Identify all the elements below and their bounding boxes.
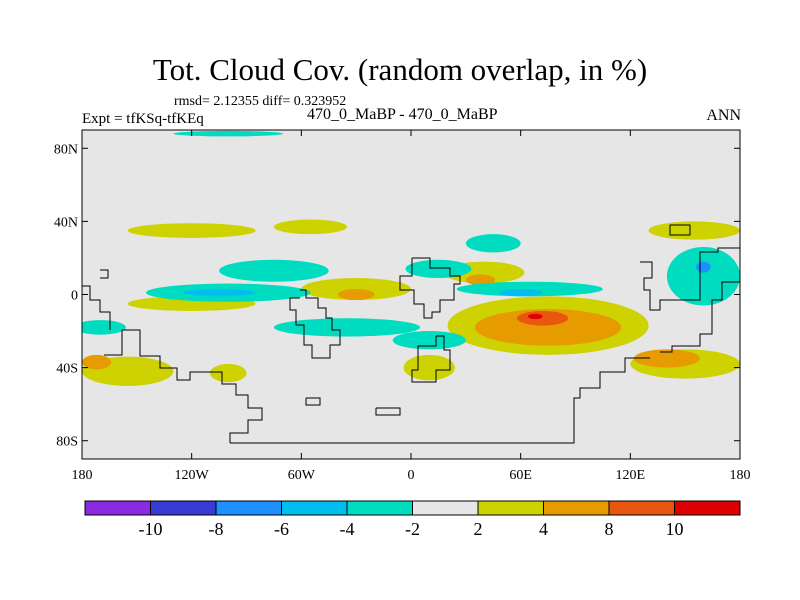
y-tick-label: 40N — [54, 215, 78, 230]
chart-title: Tot. Cloud Cov. (random overlap, in %) — [152, 52, 648, 87]
anomaly-region-minus4-28 — [182, 289, 256, 297]
anomaly-region-plus2-1 — [273, 219, 348, 235]
anomaly-region-minus2-18 — [219, 259, 329, 282]
colorbar-box — [150, 500, 217, 516]
coastline-asia — [640, 247, 740, 311]
colorbar-label: -4 — [340, 519, 355, 539]
experiment-label: Expt = tfKSq-tfKEq — [82, 111, 204, 127]
colorbar-box — [346, 500, 413, 516]
colorbar-box — [281, 500, 348, 516]
coastline-small-island-2 — [375, 407, 401, 416]
anomaly-region-plus10-17 — [527, 313, 543, 320]
colorbar-label: 4 — [539, 519, 548, 539]
coastline-small-island — [305, 397, 321, 406]
colorbar-label: 2 — [474, 519, 483, 539]
coastline-north-america-stub — [100, 269, 109, 279]
y-tick-label: 0 — [71, 289, 78, 304]
colorbar: -10 -8 -6 -4 -2 2 4 8 10 — [84, 500, 741, 539]
x-tick-label: 60E — [509, 468, 532, 483]
y-tick-label: 40S — [56, 362, 78, 377]
coastline-pacific-islands — [82, 285, 111, 330]
colorbar-box — [674, 500, 741, 516]
colorbar-label: -8 — [209, 519, 224, 539]
colorbar-box — [84, 500, 151, 516]
anomaly-region-minus2-22 — [273, 318, 421, 337]
colorbar-box — [477, 500, 544, 516]
anomaly-region-plus2-0 — [127, 223, 256, 238]
anomaly-region-minus2-27 — [173, 130, 284, 137]
colorbar-box — [215, 500, 282, 516]
anomaly-region-plus4-13 — [82, 354, 112, 370]
y-tick-label: 80N — [54, 142, 78, 157]
x-tick-label: 120W — [175, 468, 210, 483]
anomaly-region-minus2-25 — [82, 320, 126, 335]
coastline-antarctica — [104, 329, 263, 443]
y-axis: 80N 40N 0 40S 80S — [54, 142, 740, 450]
colorbar-box — [608, 500, 675, 516]
coastline-japan — [669, 224, 691, 236]
colorbar-label: 8 — [605, 519, 614, 539]
anomaly-region-plus8-16 — [517, 310, 569, 326]
anomaly-region-minus6-30 — [696, 261, 711, 273]
x-tick-label: 60W — [288, 468, 316, 483]
anomaly-region-minus2-26 — [666, 246, 740, 306]
colorbar-box — [543, 500, 610, 516]
anomaly-region-plus4-15 — [465, 274, 496, 286]
colorbar-box — [412, 500, 479, 516]
colorbar-label: -6 — [274, 519, 289, 539]
coastline-australia — [660, 281, 740, 353]
anomaly-region-plus4-14 — [337, 289, 375, 300]
anomaly-region-minus2-24 — [456, 281, 603, 297]
stats-text: rmsd= 2.12355 diff= 0.323952 — [174, 94, 347, 109]
x-tick-label: 180 — [730, 468, 751, 483]
y-tick-label: 80S — [56, 435, 78, 450]
anomaly-region-plus2-10 — [403, 354, 455, 381]
anomaly-region-minus2-20 — [405, 259, 472, 279]
case-label: 470_0_MaBP - 470_0_MaBP — [307, 106, 498, 123]
anomaly-region-plus4-11 — [474, 309, 622, 346]
anomaly-region-plus4-12 — [633, 349, 700, 368]
x-tick-label: 120E — [616, 468, 646, 483]
colorbar-label: -2 — [405, 519, 420, 539]
coastline-south-america — [289, 289, 341, 359]
x-tick-label: 180 — [72, 468, 93, 483]
colorbar-label: -10 — [139, 519, 163, 539]
colorbar-label: 10 — [666, 519, 684, 539]
x-axis: 180 120W 60W 0 60E 120E 180 — [72, 130, 751, 483]
anomaly-region-minus2-23 — [392, 331, 466, 350]
season-label: ANN — [706, 107, 741, 124]
x-tick-label: 0 — [408, 468, 415, 483]
anomaly-region-plus2-2 — [648, 221, 740, 240]
coastlines — [82, 224, 740, 444]
anomaly-region-minus4-29 — [498, 289, 543, 297]
anomaly-region-plus2-9 — [209, 363, 247, 383]
coastline-africa — [399, 257, 461, 319]
contour-regions — [82, 130, 740, 386]
coastline-antarctica-edge — [230, 357, 650, 444]
anomaly-region-minus2-21 — [465, 234, 521, 253]
coastline-madagascar — [411, 335, 451, 383]
anomaly-region-plus2-4 — [301, 278, 411, 300]
